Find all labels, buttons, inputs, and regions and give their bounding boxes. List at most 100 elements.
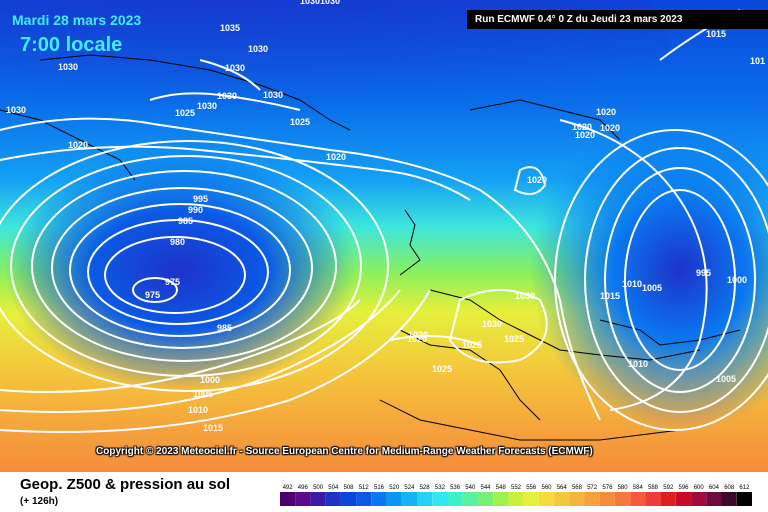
map-footer: Geop. Z500 & pression au sol (+ 126h) 49… — [0, 472, 768, 512]
pressure-label: 1025 — [290, 117, 310, 127]
legend-tick-label: 516 — [374, 485, 385, 491]
pressure-label: 980 — [170, 237, 185, 247]
pressure-label: 1020 — [600, 123, 620, 133]
pressure-label: 1030 — [225, 63, 245, 73]
map-title: Geop. Z500 & pression au sol — [20, 476, 231, 493]
legend-tick-label: 564 — [557, 485, 568, 491]
legend-tick-label: 576 — [602, 485, 613, 491]
pressure-label: 975 — [145, 290, 160, 300]
pressure-label: 1030 — [6, 105, 26, 115]
legend-tick-label: 552 — [511, 485, 522, 491]
legend-swatch — [417, 492, 433, 506]
pressure-label: 985 — [217, 323, 232, 333]
pressure-label: 995 — [193, 194, 208, 204]
legend-tick-label: 580 — [618, 485, 629, 491]
pressure-label: 1010 — [628, 359, 648, 369]
pressure-label: 1020 — [596, 107, 616, 117]
legend-tick-label: 520 — [389, 485, 400, 491]
isobars — [0, 9, 768, 433]
pressure-label: 1030 — [263, 90, 283, 100]
legend-tick-label: 528 — [420, 485, 431, 491]
pressure-label: 990 — [188, 205, 203, 215]
legend-tick-label: 500 — [313, 485, 324, 491]
legend-tick-label: 496 — [298, 485, 309, 491]
pressure-label: 1030 — [217, 91, 237, 101]
legend-tick-label: 596 — [678, 485, 689, 491]
pressure-label: 1025 — [432, 364, 452, 374]
legend-tick-label: 544 — [480, 485, 491, 491]
legend-tick-label: 540 — [465, 485, 476, 491]
pressure-label: 1030 — [248, 44, 268, 54]
legend-tick-label: 612 — [739, 485, 750, 491]
pressure-label: 1020 — [326, 152, 346, 162]
pressure-label: 1005 — [716, 374, 736, 384]
pressure-label: 1035 — [220, 23, 240, 33]
pressure-label: 1015 — [706, 29, 726, 39]
pressure-label: 1020 — [572, 122, 592, 132]
forecast-lead-time: (+ 126h) — [20, 496, 59, 507]
pressure-label: 1010 — [622, 279, 642, 289]
legend-tick-label: 556 — [526, 485, 537, 491]
forecast-date: Mardi 28 mars 2023 — [12, 12, 142, 28]
legend-tick-label: 532 — [435, 485, 446, 491]
legend-swatch — [310, 492, 326, 506]
legend-swatch — [645, 492, 661, 506]
legend-tick-label: 524 — [404, 485, 415, 491]
legend-tick-label: 548 — [496, 485, 507, 491]
legend-tick-label: 508 — [343, 485, 354, 491]
pressure-label: 1025 — [504, 334, 524, 344]
pressure-label: 1030 — [300, 0, 320, 6]
legend-tick-label: 584 — [633, 485, 644, 491]
legend-swatch — [295, 492, 311, 506]
pressure-label: 1030 — [515, 291, 535, 301]
pressure-label: 1025 — [462, 340, 482, 350]
legend-swatch — [508, 492, 524, 506]
map-canvas: 1030 1035 1030 1030 1030 1030 1025 1030 … — [0, 0, 768, 472]
legend-tick-label: 504 — [328, 485, 339, 491]
copyright-notice: Copyright © 2023 Meteociel.fr - Source E… — [96, 446, 593, 457]
pressure-label: 1015 — [203, 423, 223, 433]
legend-tick-label: 512 — [359, 485, 370, 491]
pressure-label: 1030 — [482, 319, 502, 329]
legend-swatch — [691, 492, 707, 506]
legend-tick-label: 608 — [724, 485, 735, 491]
pressure-label: 1020 — [408, 330, 428, 340]
legend-swatch — [675, 492, 692, 506]
pressure-label: 975 — [165, 277, 180, 287]
legend-swatch — [599, 492, 615, 506]
pressure-label: 1030 — [58, 62, 78, 72]
legend-swatch — [462, 492, 478, 506]
legend-swatch — [477, 492, 494, 506]
legend-tick-label: 572 — [587, 485, 598, 491]
pressure-label: 1020 — [68, 140, 88, 150]
legend-swatch — [432, 492, 448, 506]
legend-tick-label: 600 — [694, 485, 705, 491]
forecast-map: 1030 1035 1030 1030 1030 1030 1025 1030 … — [0, 0, 768, 472]
pressure-label: 1005 — [193, 389, 213, 399]
legend-swatch — [401, 492, 417, 506]
pressure-label: 1020 — [527, 175, 547, 185]
legend-tick-label: 560 — [541, 485, 552, 491]
legend-swatch — [523, 492, 539, 506]
legend-swatch — [721, 492, 737, 506]
legend-tick-label: 568 — [572, 485, 583, 491]
pressure-label: 1000 — [727, 275, 747, 285]
forecast-time: 7:00 locale — [20, 34, 123, 56]
legend-tick-label: 592 — [663, 485, 674, 491]
coastlines — [0, 54, 741, 441]
legend-swatch — [493, 492, 509, 506]
run-info-banner: Run ECMWF 0.4° 0 Z du Jeudi 23 mars 2023 — [467, 10, 768, 29]
legend-swatch — [554, 492, 570, 506]
pressure-labels: 1030 1035 1030 1030 1030 1030 1025 1030 … — [6, 0, 765, 433]
pressure-label: 1020 — [575, 130, 595, 140]
legend-swatch — [706, 492, 722, 506]
pressure-label: 1020 — [407, 334, 427, 344]
legend-swatch — [660, 492, 676, 506]
legend-swatch — [584, 492, 600, 506]
color-scale-legend: 492 496 500 504 508 512 516 520 524 528 532 536 540 5… — [280, 485, 752, 506]
pressure-label: 1030 — [320, 0, 340, 6]
legend-swatch — [356, 492, 372, 506]
pressure-label: 1010 — [188, 405, 208, 415]
legend-tick-label: 536 — [450, 485, 461, 491]
legend-swatch — [736, 492, 752, 506]
